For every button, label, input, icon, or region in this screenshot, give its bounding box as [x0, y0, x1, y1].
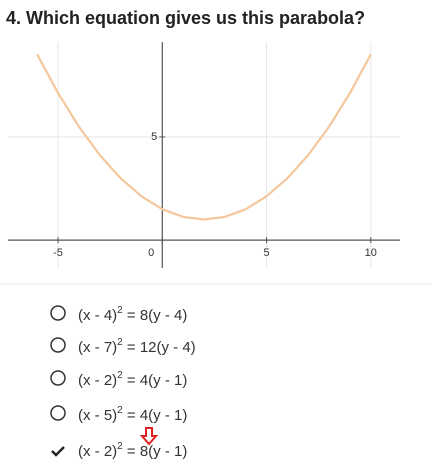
answer-option[interactable]: (x - 4)2 = 8(y - 4): [50, 305, 187, 324]
option-text: (x - 7)2 = 12(y - 4): [78, 337, 196, 356]
option-power: 2: [117, 405, 123, 416]
option-left: (x - 5): [78, 407, 117, 424]
option-left: (x - 2): [78, 372, 117, 389]
option-right: = 8(y - 1): [123, 443, 188, 460]
cursor-icon: [139, 427, 159, 446]
answer-option[interactable]: (x - 2)2 = 8(y - 1): [51, 441, 187, 460]
answer-option[interactable]: (x - 2)2 = 4(y - 1): [50, 370, 187, 389]
x-tick-label: 5: [263, 247, 269, 259]
x-tick-label: 0: [148, 247, 154, 259]
option-power: 2: [117, 441, 123, 452]
option-text: (x - 4)2 = 8(y - 4): [78, 305, 187, 324]
radio-button[interactable]: [50, 370, 66, 386]
x-tick-label: -5: [53, 247, 63, 259]
option-power: 2: [117, 370, 123, 381]
option-power: 2: [117, 305, 123, 316]
option-text: (x - 5)2 = 4(y - 1): [78, 405, 187, 424]
option-left: (x - 7): [78, 339, 117, 356]
x-tick-label: 10: [365, 247, 377, 259]
option-right: = 12(y - 4): [123, 339, 196, 356]
parabola-curve: [36, 53, 372, 221]
graph: -5 0 5 10 5: [8, 42, 400, 268]
y-tick-label: 5: [151, 131, 157, 143]
option-text: (x - 2)2 = 8(y - 1): [78, 441, 187, 460]
radio-button[interactable]: [50, 337, 66, 353]
radio-button[interactable]: [50, 405, 66, 421]
answer-option[interactable]: (x - 5)2 = 4(y - 1): [50, 405, 187, 424]
check-mark: [51, 446, 65, 457]
option-left: (x - 4): [78, 307, 117, 324]
option-power: 2: [117, 337, 123, 348]
option-right: = 4(y - 1): [123, 372, 188, 389]
answer-option[interactable]: (x - 7)2 = 12(y - 4): [50, 337, 196, 356]
option-text: (x - 2)2 = 4(y - 1): [78, 370, 187, 389]
question-title: 4. Which equation gives us this parabola…: [6, 8, 365, 28]
option-left: (x - 2): [78, 443, 117, 460]
option-right: = 4(y - 1): [123, 407, 188, 424]
answer-options: (x - 4)2 = 8(y - 4)(x - 7)2 = 12(y - 4)(…: [50, 305, 196, 460]
option-right: = 8(y - 4): [123, 307, 188, 324]
radio-button[interactable]: [50, 305, 66, 321]
